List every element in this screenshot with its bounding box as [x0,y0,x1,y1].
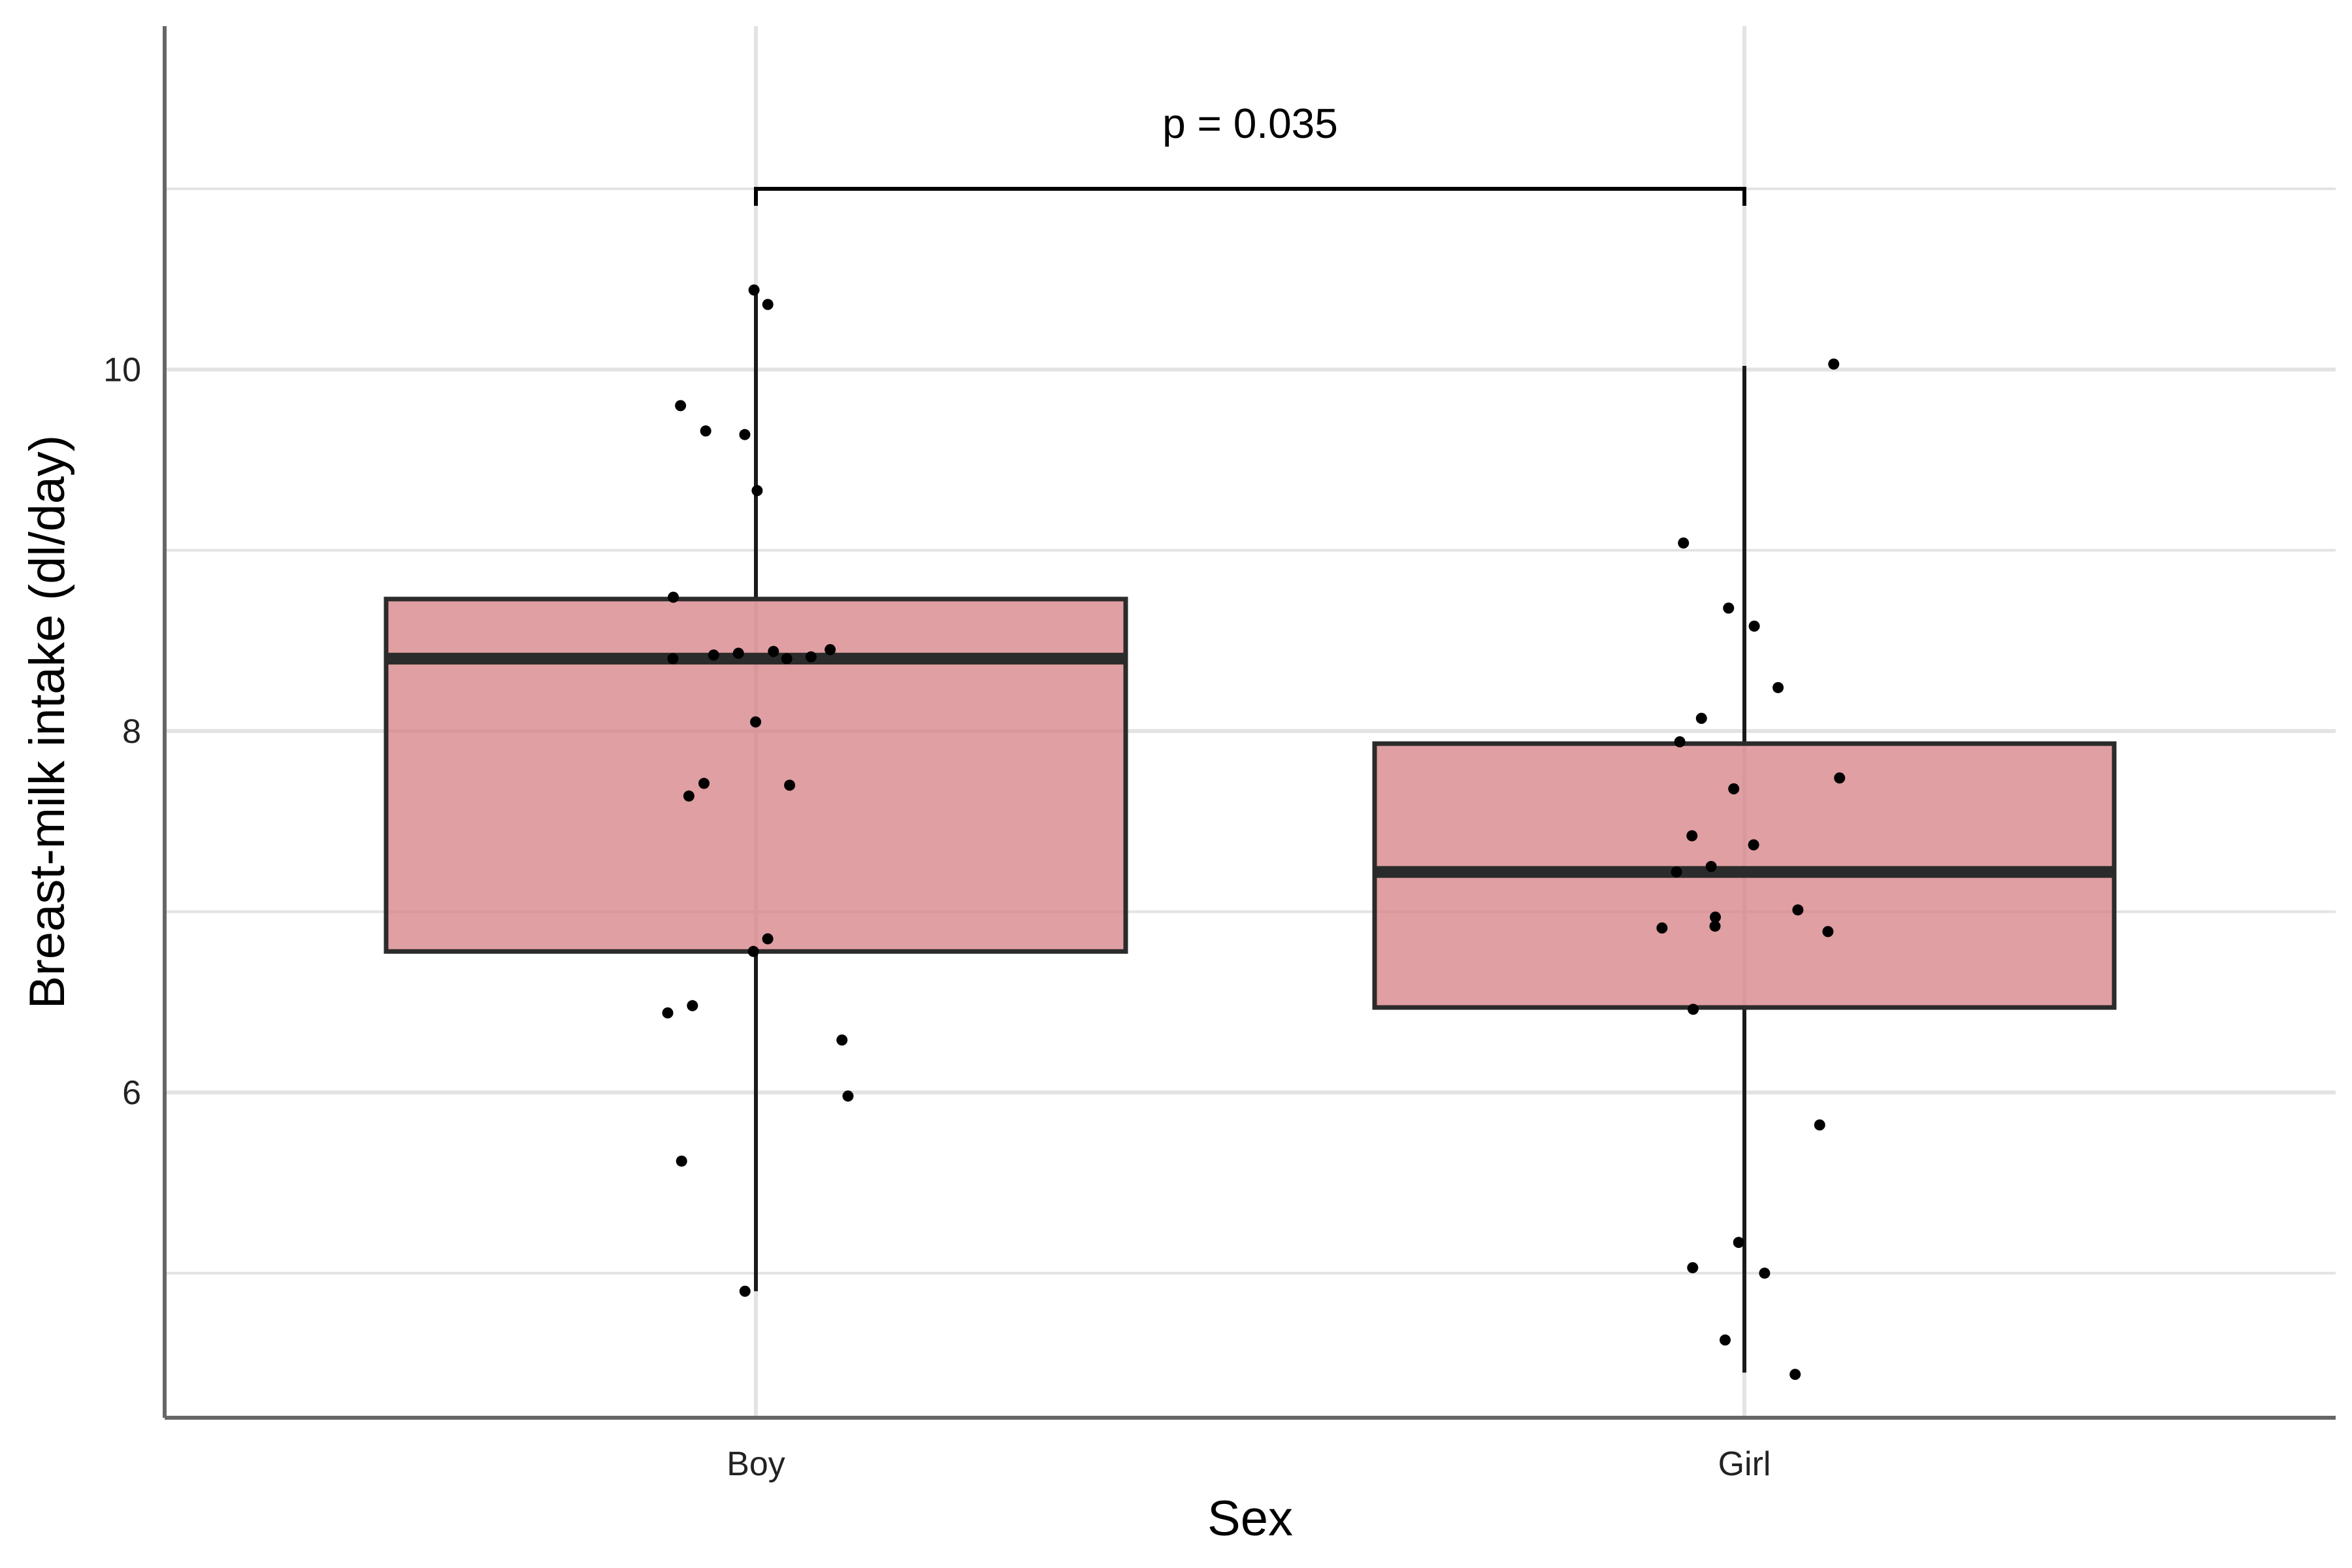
data-point [1814,1119,1825,1131]
y-tick-label: 8 [122,713,141,751]
data-point [675,400,687,412]
data-point [1688,1004,1699,1015]
data-point [668,591,679,603]
data-point [708,649,719,661]
data-point [762,299,774,310]
data-point [1720,1334,1731,1346]
y-axis-title: Breast-milk intake (dl/day) [20,435,75,1009]
data-point [662,1007,674,1019]
data-point [683,790,694,802]
data-point [1678,537,1690,549]
data-point [762,933,774,945]
data-point [739,429,751,440]
y-tick-label: 6 [122,1074,141,1112]
data-point [676,1155,687,1167]
data-point [751,485,763,497]
data-point [1728,783,1740,794]
data-point [1792,904,1804,916]
data-point [1828,358,1840,370]
data-point [687,1000,698,1011]
box-girl [1372,366,2117,1373]
p-value-label: p = 0.035 [1162,100,1338,147]
data-point [1709,921,1721,932]
data-point [1656,922,1668,934]
y-tick-label: 10 [103,351,141,389]
data-point [1822,926,1834,938]
data-point [667,653,679,664]
data-point [1710,911,1722,923]
x-tick-label: Boy [727,1445,785,1483]
data-point [1759,1267,1771,1279]
data-point [747,945,759,957]
data-point [739,1285,751,1297]
box-body [384,596,1128,954]
data-point [1772,681,1784,693]
data-point [700,425,711,437]
data-point [1748,839,1759,851]
comparison-bracket [754,186,1746,206]
data-point [1686,830,1698,841]
data-point [781,653,792,664]
jitter-points [662,284,1846,1380]
data-point [1748,620,1760,632]
box-boy [384,293,1128,1292]
data-point [1695,712,1707,724]
data-point [748,284,760,296]
data-point [1671,866,1682,878]
boxes [384,293,2117,1373]
data-point [1733,1237,1744,1249]
axes [163,26,2336,1420]
data-point [1705,860,1717,872]
data-point [732,647,744,659]
data-point [805,651,817,662]
data-point [750,716,762,728]
data-point [1723,602,1735,614]
data-point [842,1090,854,1102]
data-point [1789,1369,1801,1380]
data-point [1674,736,1686,747]
significance-annotation: p = 0.035 [754,100,1746,206]
x-axis-title: Sex [1207,1491,1293,1546]
data-point [836,1034,848,1046]
data-point [825,644,836,655]
data-point [784,779,796,791]
tick-labels: 6 8 10 Boy Girl [103,351,1771,1483]
data-point [1834,772,1846,784]
data-point [698,777,710,789]
data-point [768,645,779,657]
data-point [1687,1262,1699,1273]
x-tick-label: Girl [1718,1445,1771,1483]
